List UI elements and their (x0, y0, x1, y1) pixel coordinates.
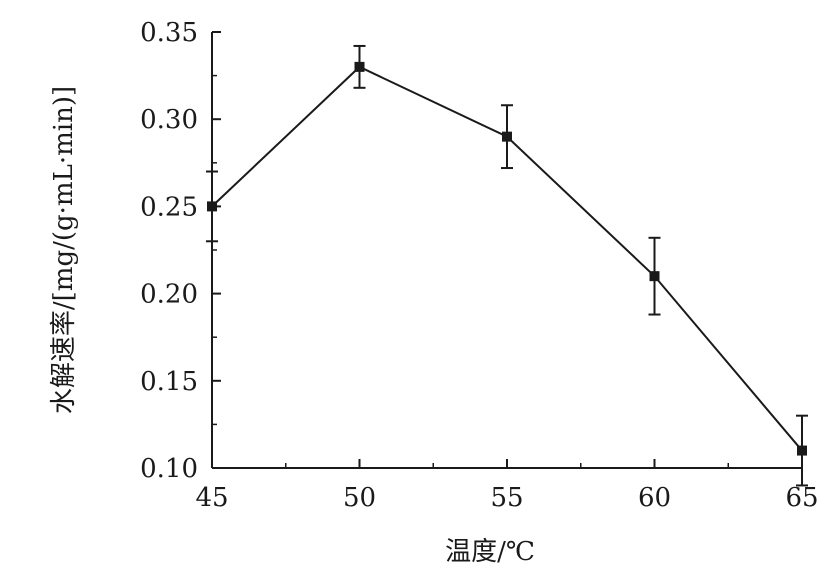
axes: 0.10 0.15 0.20 0.25 0.30 0.35 45 50 55 60 65 (140, 18, 818, 513)
x-axis-title: 温度/℃ (445, 537, 535, 567)
y-axis-title: 水解速率/[mg/(g·mL·min)] (49, 86, 79, 414)
y-tick-label: 0.30 (140, 105, 198, 135)
x-tick-label: 60 (638, 483, 671, 513)
y-tick-label: 0.25 (140, 192, 198, 222)
data-point-marker (797, 445, 807, 456)
y-tick-label: 0.35 (140, 18, 198, 48)
data-point-marker (354, 61, 365, 72)
y-tick-label: 0.10 (140, 454, 198, 484)
x-tick-label: 50 (343, 483, 376, 513)
data-layer (206, 44, 808, 487)
x-tick-label: 65 (785, 483, 818, 513)
data-point-marker (207, 201, 217, 212)
x-tick-label: 45 (195, 483, 228, 513)
data-point-marker (649, 271, 660, 282)
y-tick-label: 0.15 (140, 367, 198, 397)
data-point-marker (502, 131, 512, 142)
x-tick-label: 55 (490, 483, 523, 513)
y-tick-label: 0.20 (140, 280, 198, 310)
